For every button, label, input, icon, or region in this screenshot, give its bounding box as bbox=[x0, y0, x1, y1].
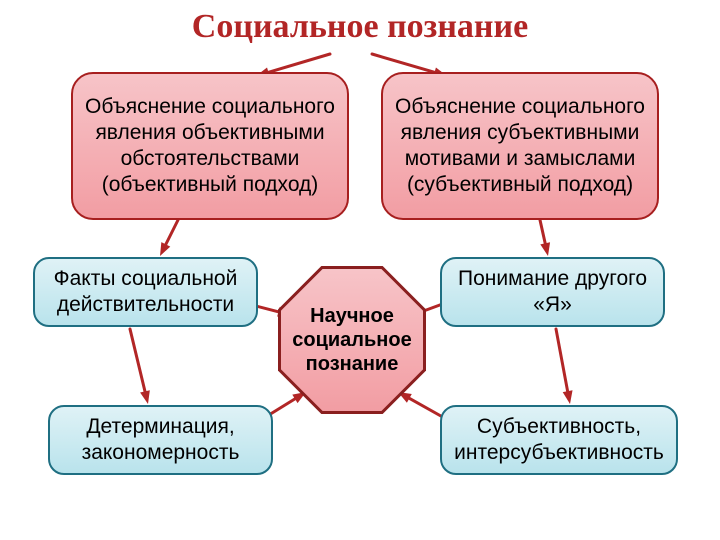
node-determination: Детерминация, закономерность bbox=[48, 405, 273, 475]
node-objective-approach: Объяснение социального явления объективн… bbox=[71, 72, 349, 220]
node-understanding-other: Понимание другого «Я» bbox=[440, 257, 665, 327]
node-subjective-approach: Объяснение социального явления субъектив… bbox=[381, 72, 659, 220]
page-title: Социальное познание bbox=[0, 8, 720, 46]
node-social-facts: Факты социальной действительности bbox=[33, 257, 258, 327]
node-subjectivity: Субъективность, интерсубъективность bbox=[440, 405, 678, 475]
node-scientific-cognition: Научное социальное познание bbox=[278, 266, 426, 414]
